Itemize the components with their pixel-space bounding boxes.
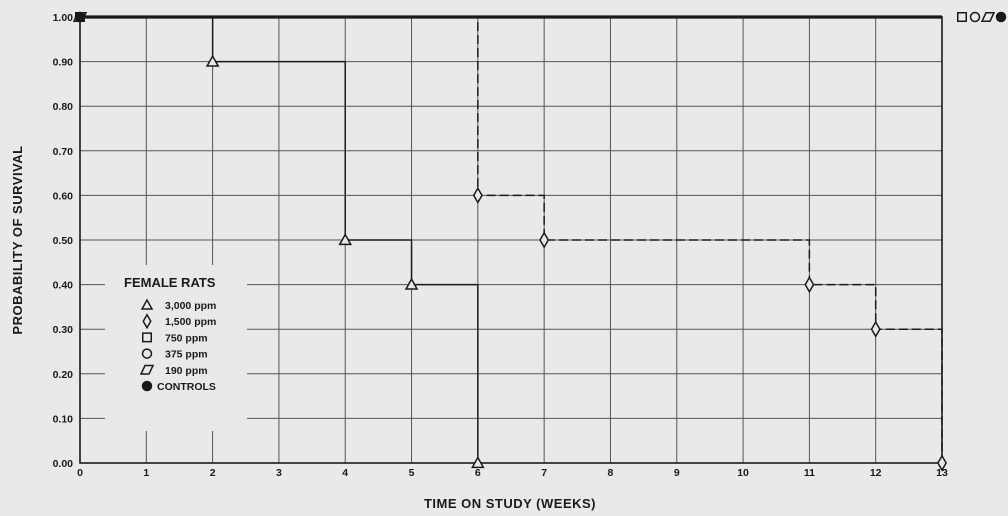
x-tick-label: 5 [409, 467, 415, 479]
legend-marker-triangle [140, 298, 154, 310]
data-point-diamond [870, 320, 881, 338]
legend-background [105, 265, 247, 431]
x-tick-label: 2 [210, 467, 216, 479]
x-tick-label: 9 [674, 467, 680, 479]
y-axis-title: PROBABILITY OF SURVIVAL [10, 145, 25, 334]
x-tick-label: 13 [936, 467, 948, 479]
data-point-triangle [471, 455, 485, 469]
y-tick-label: 0.10 [53, 413, 74, 425]
x-tick-label: 0 [77, 467, 83, 479]
x-tick-label: 7 [541, 467, 547, 479]
x-tick-label: 6 [475, 467, 481, 479]
y-tick-label: 1.00 [53, 12, 74, 24]
y-tick-label: 0.80 [53, 101, 74, 113]
data-point-diamond [472, 186, 483, 205]
legend-label: 190 ppm [165, 365, 208, 377]
data-markers [72, 11, 947, 472]
legend: FEMALE RATS 3,000 ppm 1,500 ppm 750 ppm 375… [105, 265, 247, 431]
data-point-triangle [338, 232, 353, 246]
series-line [80, 16, 943, 463]
plot-border [79, 16, 943, 464]
end-marker-parallelogram [980, 12, 996, 22]
legend-title: FEMALE RATS [124, 275, 216, 290]
y-tick-label: 0.50 [53, 235, 74, 247]
x-tick-label: 11 [804, 467, 815, 479]
y-tick-label: 0.40 [53, 280, 74, 292]
x-tick-label: 12 [870, 467, 882, 479]
legend-marker-parallelogram [139, 364, 155, 375]
plot-frame [79, 16, 943, 464]
x-tick-label: 3 [276, 467, 282, 479]
legend-label: 1,500 ppm [165, 316, 216, 328]
data-point-triangle [205, 54, 220, 67]
legend-label: 750 ppm [165, 332, 208, 344]
data-point-filled-circle [74, 11, 86, 23]
x-tick-label: 4 [342, 467, 348, 479]
legend-items: 3,000 ppm 1,500 ppm 750 ppm 375 ppm 190 ppm C… [139, 298, 216, 393]
legend-label: 3,000 ppm [165, 300, 216, 312]
x-tick-label: 10 [737, 467, 749, 479]
legend-marker-square [142, 332, 152, 343]
tick-labels: 0 1 2 3 4 5 6 7 8 9 10 11 12 130.000.100.200.300.400.… [53, 12, 948, 479]
data-point-diamond [804, 275, 815, 294]
legend-label: 375 ppm [165, 349, 208, 361]
end-marker-circle [969, 11, 981, 23]
x-axis-title: TIME ON STUDY (WEEKS) [424, 496, 596, 511]
x-tick-label: 1 [143, 467, 149, 479]
legend-marker-circle [141, 348, 153, 359]
x-tick-label: 8 [608, 467, 614, 479]
y-tick-label: 0.70 [53, 146, 74, 158]
y-tick-label: 0.00 [53, 458, 74, 470]
end-marker-filled-circle [995, 11, 1007, 23]
data-point-diamond [937, 454, 947, 472]
data-point-diamond [539, 231, 550, 249]
legend-label: CONTROLS [157, 381, 216, 393]
data-point-triangle [404, 277, 419, 290]
y-tick-label: 0.90 [53, 57, 74, 69]
legend-marker-filled-circle [141, 380, 153, 392]
y-tick-label: 0.20 [53, 369, 74, 381]
y-tick-label: 0.30 [53, 324, 74, 336]
legend-marker-diamond [142, 313, 152, 330]
y-tick-label: 0.60 [53, 190, 74, 202]
end-marker-square [957, 12, 967, 22]
end-markers [957, 11, 1007, 23]
